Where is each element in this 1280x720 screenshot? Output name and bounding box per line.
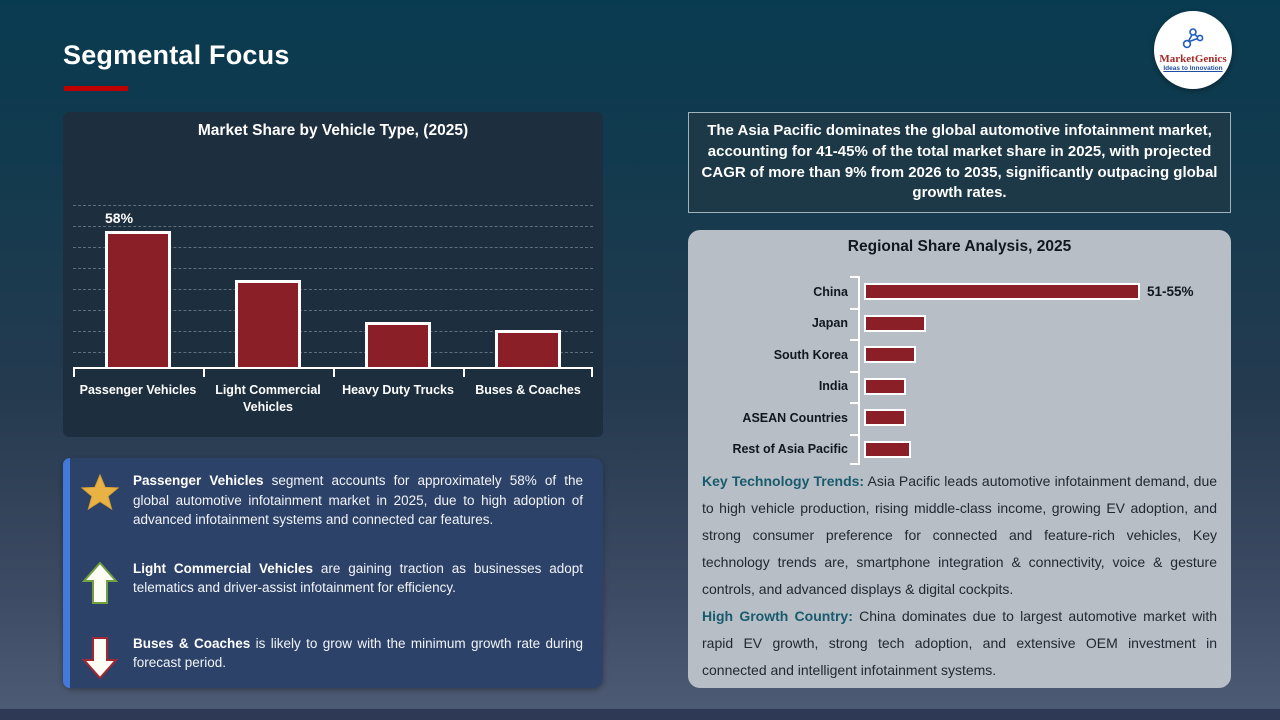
- bar-heavy-duty-trucks: [365, 322, 431, 367]
- axis-tick: [463, 369, 465, 377]
- note-key-technology-trends: Key Technology Trends: Asia Pacific lead…: [702, 468, 1217, 603]
- regional-bar-south-korea: [864, 346, 916, 364]
- star-icon: [77, 471, 123, 513]
- logo-tagline: Ideas to Innovation: [1163, 65, 1223, 72]
- note-lead: High Growth Country:: [702, 608, 853, 624]
- logo-name: MarketGenics: [1159, 53, 1227, 65]
- highlight-text: The Asia Pacific dominates the global au…: [701, 122, 1218, 202]
- category-label-light-commercial-vehicles: Light Commercial Vehicles: [215, 383, 321, 414]
- gridline: [73, 310, 593, 311]
- regional-label-china: China: [813, 284, 848, 299]
- insight-lead: Buses & Coaches: [133, 635, 251, 651]
- regional-axis-tick: [850, 307, 858, 310]
- regional-rows: China 51-55% Japan South Korea India ASEAN Co…: [700, 276, 1219, 465]
- regional-notes: Key Technology Trends: Asia Pacific lead…: [702, 468, 1217, 684]
- asia-pacific-highlight-box: The Asia Pacific dominates the global au…: [688, 112, 1231, 213]
- data-label-passenger-vehicles: 58%: [105, 210, 134, 226]
- regional-axis-tick: [850, 463, 858, 465]
- gridline: [73, 289, 593, 290]
- bar-column-passenger-vehicles: 58%: [73, 205, 203, 367]
- regional-bar-japan: [864, 314, 926, 332]
- regional-row-south-korea: South Korea: [700, 339, 1219, 371]
- insights-box: Passenger Vehicles segment accounts for …: [63, 458, 603, 688]
- regional-row-asean-countries: ASEAN Countries: [700, 402, 1219, 434]
- insight-body: is likely to grow with the minimum growt…: [133, 635, 584, 671]
- insight-lead: Passenger Vehicles: [133, 473, 264, 488]
- regional-label-india: India: [818, 379, 848, 394]
- regional-axis: [858, 276, 860, 465]
- insight-body: segment accounts for approximately 58% o…: [133, 473, 583, 528]
- category-label-buses-coaches: Buses & Coaches: [475, 383, 581, 397]
- axis-tick: [203, 369, 205, 377]
- regional-row-rest-of-asia-pacific: Rest of Asia Pacific: [700, 434, 1219, 466]
- vehicle-bars: 58%: [73, 205, 593, 367]
- insight-buses-coaches: Buses & Coaches is likely to grow with t…: [77, 634, 583, 680]
- insight-passenger-vehicles: Passenger Vehicles segment accounts for …: [77, 471, 583, 530]
- insights-accent-stripe: [63, 458, 70, 688]
- regional-bar-asean-countries: [864, 409, 906, 427]
- insight-lead: Light Commercial Vehicles: [133, 560, 314, 576]
- regional-bar-india: [864, 377, 906, 395]
- regional-axis-tick: [850, 276, 858, 278]
- regional-axis-tick: [850, 370, 858, 373]
- regional-axis-tick: [850, 402, 858, 404]
- molecule-icon: [1182, 28, 1204, 49]
- vehicle-chart-panel: Market Share by Vehicle Type, (2025) 58%…: [63, 112, 603, 437]
- vehicle-chart-plot: 58%: [73, 205, 593, 369]
- category-label-heavy-duty-trucks: Heavy Duty Trucks: [342, 383, 454, 397]
- bar-light-commercial-vehicles: [235, 280, 301, 367]
- regional-chart: China 51-55% Japan South Korea India ASEAN Co…: [700, 276, 1219, 465]
- regional-label-south-korea: South Korea: [773, 347, 848, 362]
- regional-axis-tick: [850, 339, 858, 341]
- insight-text: Light Commercial Vehicles are gaining tr…: [123, 559, 583, 598]
- regional-bar-china: [864, 283, 1140, 301]
- regional-panel: Regional Share Analysis, 2025 China 51-55…: [688, 230, 1231, 688]
- note-high-growth-country: High Growth Country: China dominates due…: [702, 603, 1217, 684]
- insight-text: Passenger Vehicles segment accounts for …: [123, 471, 583, 530]
- marketgenics-logo: MarketGenics Ideas to Innovation: [1154, 11, 1232, 89]
- note-body: China dominates due to largest automotiv…: [702, 608, 1217, 678]
- axis-tick: [333, 369, 335, 377]
- bottom-strip: [0, 709, 1280, 720]
- regional-data-label-china: 51-55%: [1147, 284, 1194, 300]
- gridline: [73, 331, 593, 332]
- note-lead: Key Technology Trends:: [702, 473, 865, 489]
- bar-column-buses-coaches: [463, 205, 593, 367]
- regional-label-rest-of-asia-pacific: Rest of Asia Pacific: [732, 442, 848, 457]
- bar-column-heavy-duty-trucks: [333, 205, 463, 367]
- axis-tick: [591, 369, 593, 377]
- gridline: [73, 247, 593, 248]
- vehicle-gridlines: [73, 205, 593, 367]
- regional-row-japan: Japan: [700, 308, 1219, 340]
- insight-text: Buses & Coaches is likely to grow with t…: [123, 634, 583, 673]
- vehicle-axis-ticks: [73, 369, 593, 377]
- gridline: [73, 205, 593, 206]
- bar-passenger-vehicles: [105, 231, 171, 367]
- title-underline: [64, 86, 128, 91]
- gridline: [73, 268, 593, 269]
- note-body: Asia Pacific leads automotive infotainme…: [702, 473, 1218, 597]
- regional-axis-tick: [850, 433, 858, 436]
- axis-tick: [73, 369, 75, 377]
- regional-row-india: India: [700, 371, 1219, 403]
- regional-bar-rest-of-asia-pacific: [864, 440, 911, 458]
- gridline: [73, 352, 593, 353]
- vehicle-chart-title: Market Share by Vehicle Type, (2025): [197, 122, 469, 139]
- page-title: Segmental Focus: [63, 40, 290, 70]
- insight-light-commercial: Light Commercial Vehicles are gaining tr…: [77, 559, 583, 605]
- vehicle-categories: Passenger Vehicles Light Commercial Vehic…: [73, 382, 593, 416]
- regional-label-japan: Japan: [811, 316, 848, 331]
- insight-body: are gaining traction as businesses adopt…: [133, 560, 584, 596]
- bar-buses-coaches: [495, 330, 561, 367]
- arrow-down-icon: [77, 634, 123, 680]
- regional-chart-title: Regional Share Analysis, 2025: [847, 238, 1072, 255]
- arrow-up-icon: [77, 559, 123, 605]
- regional-row-china: China 51-55%: [700, 276, 1219, 308]
- regional-label-asean-countries: ASEAN Countries: [742, 410, 848, 425]
- bar-column-light-commercial-vehicles: [203, 205, 333, 367]
- category-label-passenger-vehicles: Passenger Vehicles: [79, 383, 197, 397]
- gridline: [73, 226, 593, 227]
